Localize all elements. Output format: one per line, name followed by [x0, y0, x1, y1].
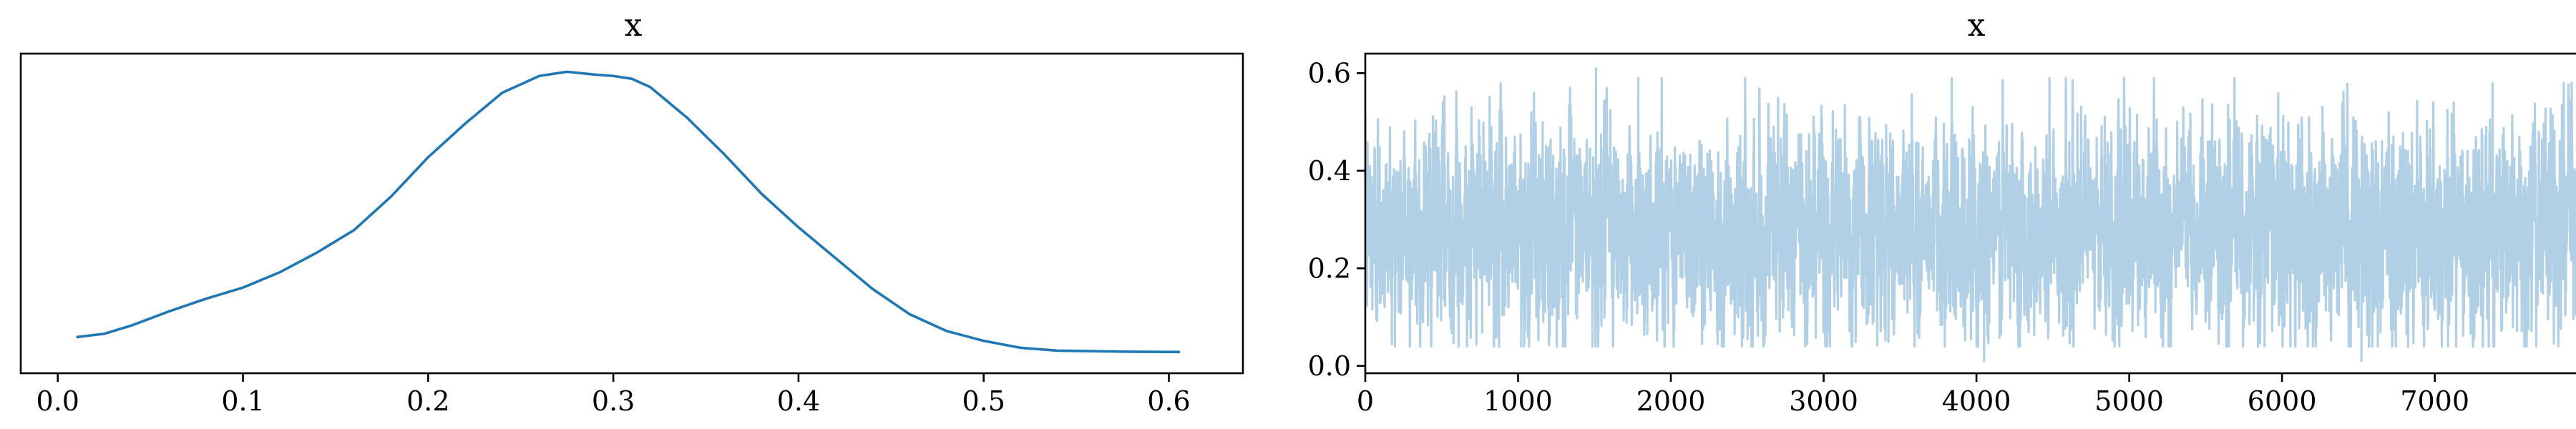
trace-x-tick-label: 7000 — [2400, 385, 2469, 417]
density-x-tick-label: 0.4 — [777, 385, 820, 417]
trace-y-tick-label: 0.6 — [1308, 57, 1351, 89]
density-x-tick-label: 0.1 — [221, 385, 264, 417]
trace-x-tick-label: 4000 — [1942, 385, 2011, 417]
density-x-tick-label: 0.5 — [962, 385, 1005, 417]
trace-y-tick-label: 0.2 — [1308, 252, 1351, 284]
density-panel: x 0.0 0.1 0.2 0.3 0.4 0.5 0.6 — [19, 7, 1244, 417]
trace-x-tick-label: 1000 — [1483, 385, 1553, 417]
density-x-tick-label: 0.3 — [592, 385, 635, 417]
trace-x-tick-label: 6000 — [2248, 385, 2317, 417]
trace-plot-area — [1365, 66, 2576, 363]
density-axes-frame — [19, 52, 1244, 375]
trace-x-tick-label: 2000 — [1636, 385, 1706, 417]
trace-line-0 — [1365, 66, 2576, 363]
density-line-0 — [76, 70, 1181, 354]
density-x-tick-label: 0.0 — [36, 385, 79, 417]
density-x-tick-label: 0.6 — [1147, 385, 1190, 417]
trace-title: x — [1968, 7, 1986, 44]
density-x-tick-label: 0.2 — [406, 385, 449, 417]
trace-y-tick-label: 0.0 — [1308, 350, 1351, 382]
density-x-axis: 0.0 0.1 0.2 0.3 0.4 0.5 0.6 — [36, 373, 1191, 417]
trace-x-axis: 0 1000 2000 3000 4000 5000 6000 7000 — [1357, 373, 2469, 417]
trace-x-tick-label: 5000 — [2094, 385, 2164, 417]
trace-y-tick-label: 0.4 — [1308, 155, 1351, 187]
trace-x-tick-label: 0 — [1357, 385, 1374, 417]
trace-x-tick-label: 3000 — [1789, 385, 1858, 417]
density-title: x — [625, 7, 643, 44]
trace-y-axis: 0.0 0.2 0.4 0.6 — [1308, 57, 1365, 382]
trace-panel: x 0 1000 2000 3000 4000 5000 6000 7000 0.00.20.… — [1308, 7, 2576, 417]
density-plot-area — [76, 70, 1181, 354]
